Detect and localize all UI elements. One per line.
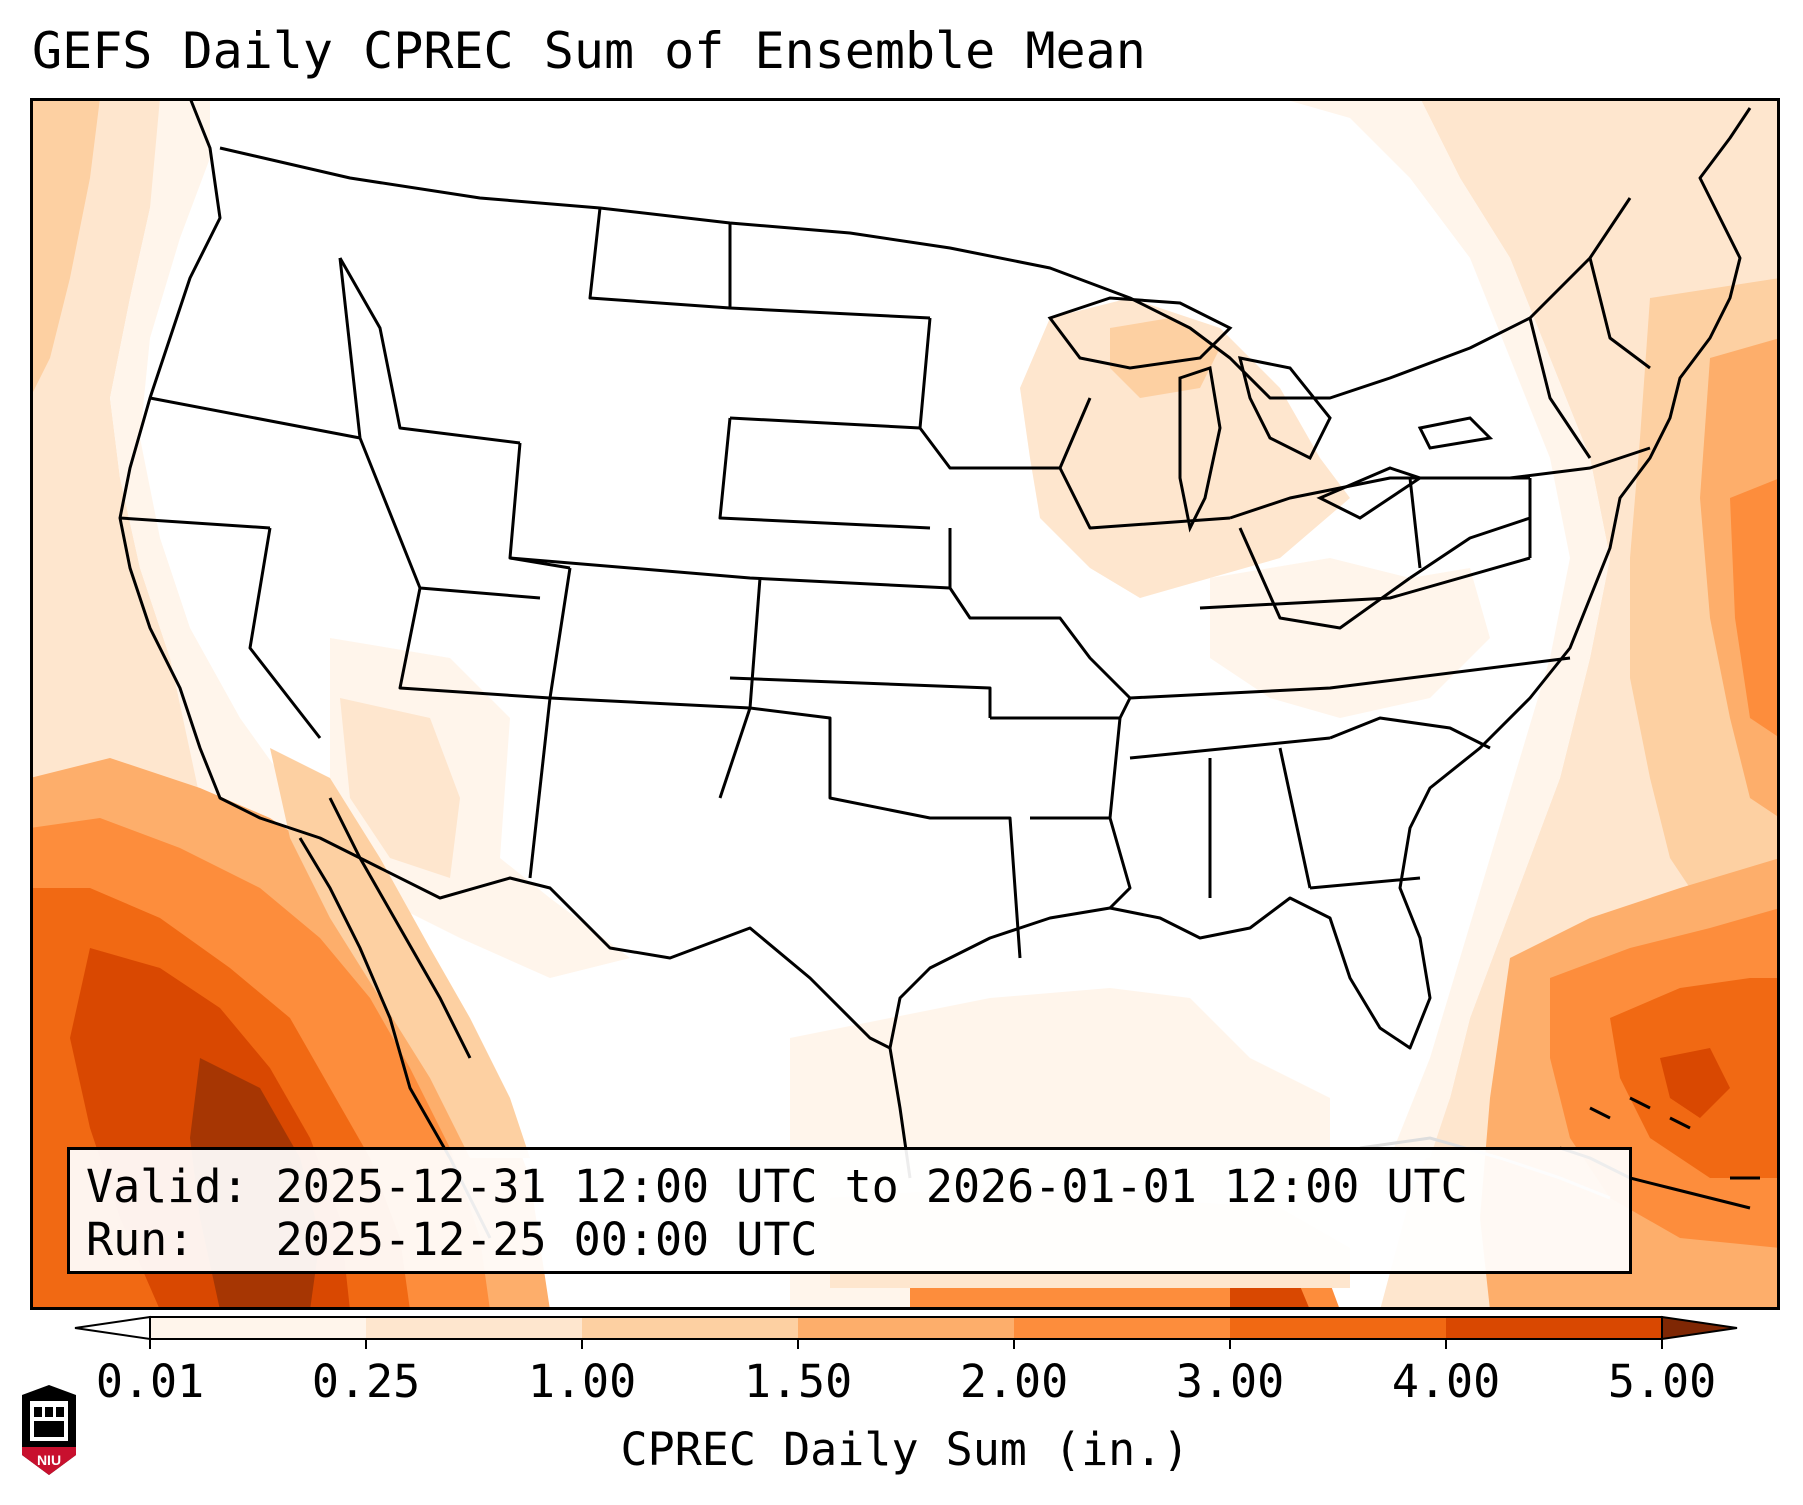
valid-label: Valid:	[86, 1160, 249, 1213]
precip-atlantic-ne-deep	[1730, 478, 1780, 738]
colorbar-tick-label: 1.50	[744, 1355, 852, 1408]
precip-gulf-bottom-core	[1230, 1286, 1310, 1310]
precipitation-map	[30, 98, 1780, 1310]
map-title: GEFS Daily CPREC Sum of Ensemble Mean	[32, 22, 1146, 80]
great-lakes	[1047, 296, 1494, 533]
colorbar-tick-label: 1.00	[528, 1355, 636, 1408]
colorbar-segment	[1446, 1317, 1663, 1339]
precip-atlantic-se-max	[1660, 1048, 1730, 1118]
precip-arizona-light	[340, 698, 460, 878]
valid-run-info-box: Valid: 2025-12-31 12:00 UTC to 2026-01-0…	[67, 1147, 1632, 1274]
colorbar-tick-label: 5.00	[1608, 1355, 1716, 1408]
map-frame	[30, 98, 1780, 1310]
lake-superior	[1047, 296, 1233, 370]
colorbar-tick-label: 2.00	[960, 1355, 1068, 1408]
precip-atlantic-lightest	[1280, 98, 1610, 1158]
colorbar-tick-label: 3.00	[1176, 1355, 1284, 1408]
colorbar-segment	[798, 1317, 1015, 1339]
colorbar-segment	[150, 1317, 367, 1339]
niu-logo-text: NIU	[37, 1452, 61, 1468]
precip-pacific-west-lighter	[110, 98, 350, 858]
run-time: 2025-12-25 00:00 UTC	[275, 1213, 818, 1266]
colorbar-label: CPREC Daily Sum (in.)	[621, 1423, 1190, 1476]
colorbar-segment	[1014, 1317, 1231, 1339]
colorbar-tick-label: 0.25	[312, 1355, 420, 1408]
colorbar-outline	[149, 1316, 1663, 1340]
run-label: Run:	[86, 1213, 195, 1266]
colorbar-ticks: 0.01 0.25 1.00 1.50 2.00 3.00 4.00 5.00	[96, 1339, 1716, 1408]
lake-huron	[1237, 356, 1332, 461]
colorbar-segments	[74, 1315, 1738, 1341]
precip-pacific-nw-light	[30, 98, 220, 798]
lake-erie	[1316, 466, 1424, 520]
state-boundaries	[118, 98, 1752, 1050]
colorbar: 0.01 0.25 1.00 1.50 2.00 3.00 4.00 5.00 CPREC D…	[74, 1315, 1738, 1476]
precip-pacific-far-west	[30, 98, 100, 398]
colorbar-tick-label: 4.00	[1392, 1355, 1500, 1408]
colorbar-segment	[1230, 1317, 1447, 1339]
colorbar-segment	[582, 1317, 799, 1339]
precip-great-lakes	[1020, 298, 1350, 598]
lake-ontario	[1417, 416, 1494, 450]
niu-logo: NIU	[22, 1385, 76, 1475]
us-canada-border	[219, 146, 1632, 400]
precip-mexico-west	[270, 748, 530, 1158]
precip-lake-superior	[1110, 318, 1220, 398]
valid-time-range: 2025-12-31 12:00 UTC to 2026-01-01 12:00…	[275, 1160, 1468, 1213]
lake-michigan	[1178, 366, 1222, 533]
colorbar-over-extension	[1661, 1315, 1738, 1341]
colorbar-segment	[366, 1317, 583, 1339]
colorbar-under-extension	[74, 1315, 151, 1341]
colorbar-tick-label: 0.01	[96, 1355, 204, 1408]
